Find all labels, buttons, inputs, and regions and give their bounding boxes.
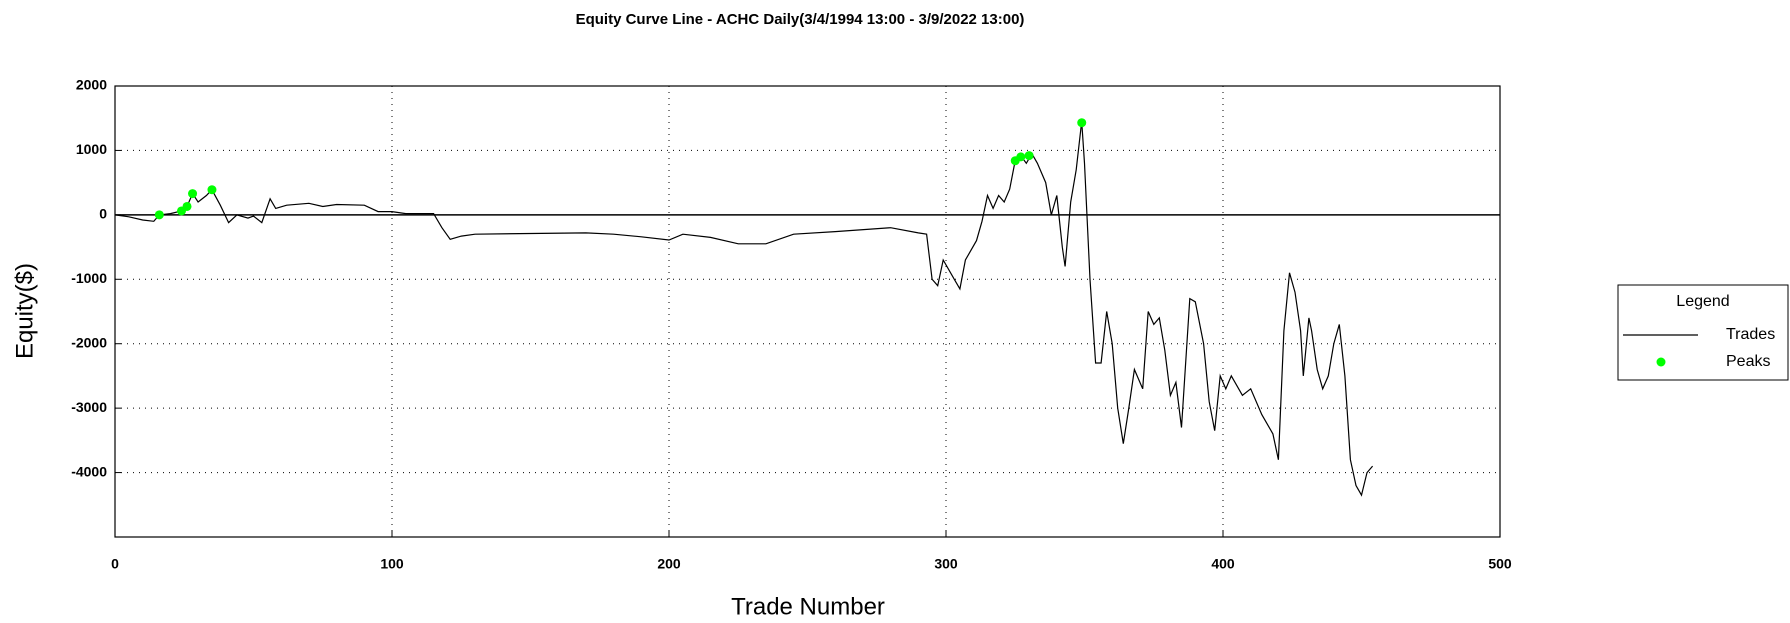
y-tick-label: 0 (99, 206, 107, 222)
x-tick-label: 0 (111, 556, 119, 572)
peak-point (1016, 152, 1026, 162)
peak-point (182, 201, 192, 211)
legend-label: Trades (1726, 326, 1775, 343)
peak-point (1077, 118, 1087, 128)
peak-point (188, 189, 198, 199)
y-tick-label: 2000 (76, 77, 107, 93)
x-tick-label: 500 (1488, 556, 1512, 572)
chart-title: Equity Curve Line - ACHC Daily(3/4/1994 … (576, 11, 1025, 28)
plot-area (114, 85, 1501, 538)
legend-swatch (1656, 357, 1666, 367)
x-tick-label: 400 (1211, 556, 1235, 572)
y-tick-label: -3000 (71, 399, 107, 415)
peak-point (1024, 151, 1034, 161)
legend-label: Peaks (1726, 353, 1770, 370)
peak-point (207, 185, 217, 195)
x-tick-label: 300 (934, 556, 958, 572)
y-tick-label: 1000 (76, 141, 107, 157)
y-tick-label: -1000 (71, 270, 107, 286)
x-axis-title: Trade Number (731, 593, 885, 620)
legend-title: Legend (1676, 293, 1729, 310)
y-axis-title: Equity($) (11, 263, 38, 359)
legend-box (1617, 284, 1789, 381)
y-tick-label: -4000 (71, 463, 107, 479)
x-tick-label: 200 (657, 556, 681, 572)
peak-point (154, 210, 164, 220)
y-tick-label: -2000 (71, 334, 107, 350)
x-tick-label: 100 (380, 556, 404, 572)
